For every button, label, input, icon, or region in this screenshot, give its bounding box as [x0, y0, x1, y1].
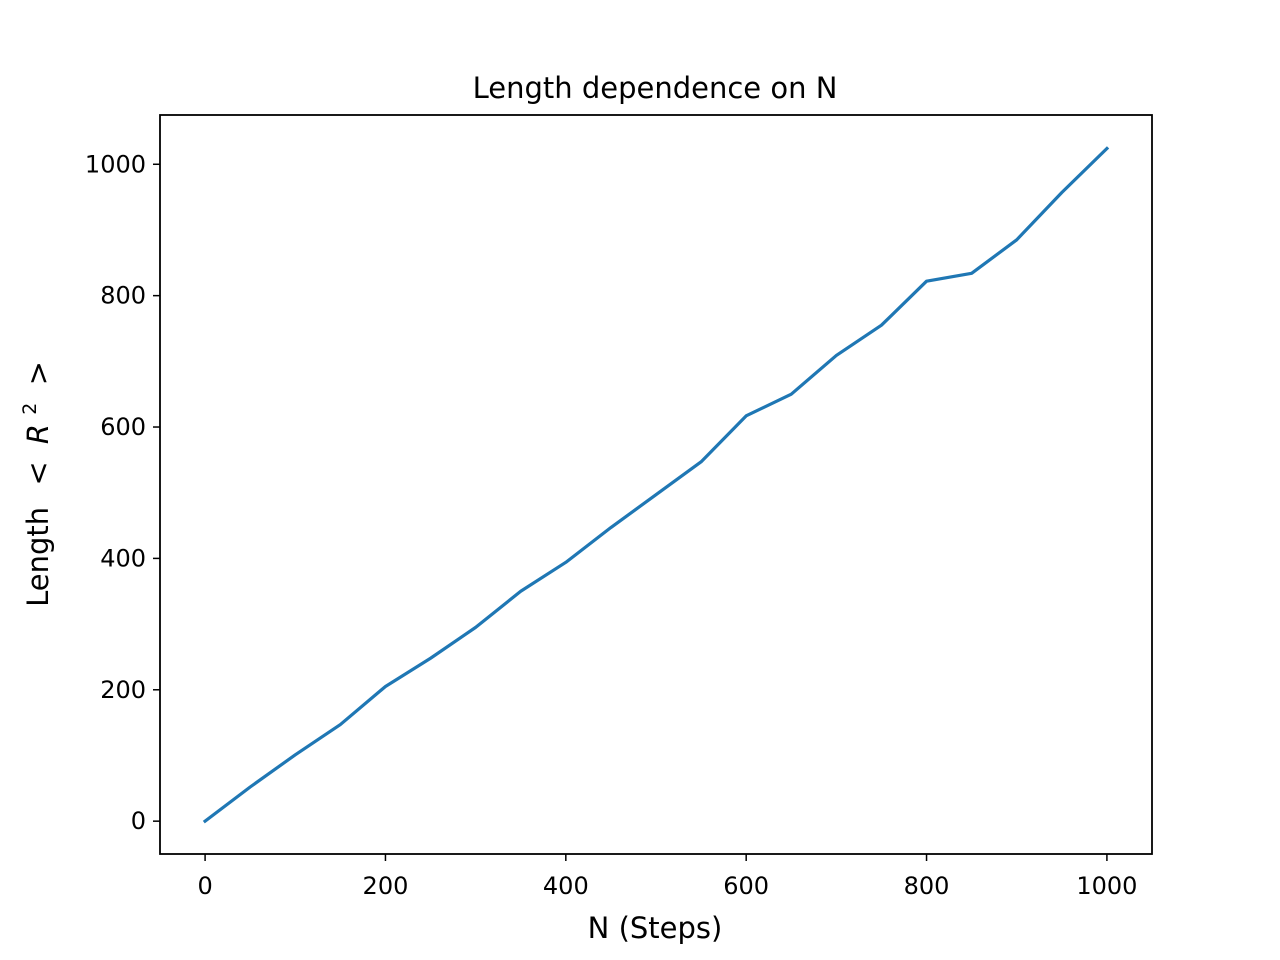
y-axis-label-open: < — [21, 461, 55, 485]
x-axis: 0 200 400 600 800 1000 — [197, 854, 1137, 900]
x-axis-label: N (Steps) — [588, 911, 723, 945]
x-tick-label: 200 — [363, 872, 409, 900]
y-tick-label: 600 — [100, 413, 146, 441]
y-axis-label-prefix: Length — [21, 507, 55, 607]
y-tick-label: 1000 — [85, 150, 146, 178]
y-tick-label: 200 — [100, 676, 146, 704]
chart-title: Length dependence on N — [473, 71, 838, 105]
y-axis-label: Length < R 2 > — [9, 361, 55, 607]
x-tick-label: 0 — [197, 872, 212, 900]
y-axis-label-close: > — [21, 361, 55, 385]
x-tick-label: 400 — [543, 872, 589, 900]
series-line — [202, 146, 1110, 824]
y-axis-label-superscript: 2 — [19, 403, 41, 415]
x-tick-label: 600 — [723, 872, 769, 900]
plot-frame — [159, 114, 1153, 855]
y-tick-label: 0 — [131, 807, 146, 835]
x-tick-label: 800 — [904, 872, 950, 900]
y-axis: 0 200 400 600 800 1000 — [85, 150, 160, 835]
x-tick-label: 1000 — [1076, 872, 1137, 900]
y-axis-label-symbol: R — [21, 424, 55, 444]
y-tick-label: 800 — [100, 282, 146, 310]
y-tick-label: 400 — [100, 544, 146, 572]
